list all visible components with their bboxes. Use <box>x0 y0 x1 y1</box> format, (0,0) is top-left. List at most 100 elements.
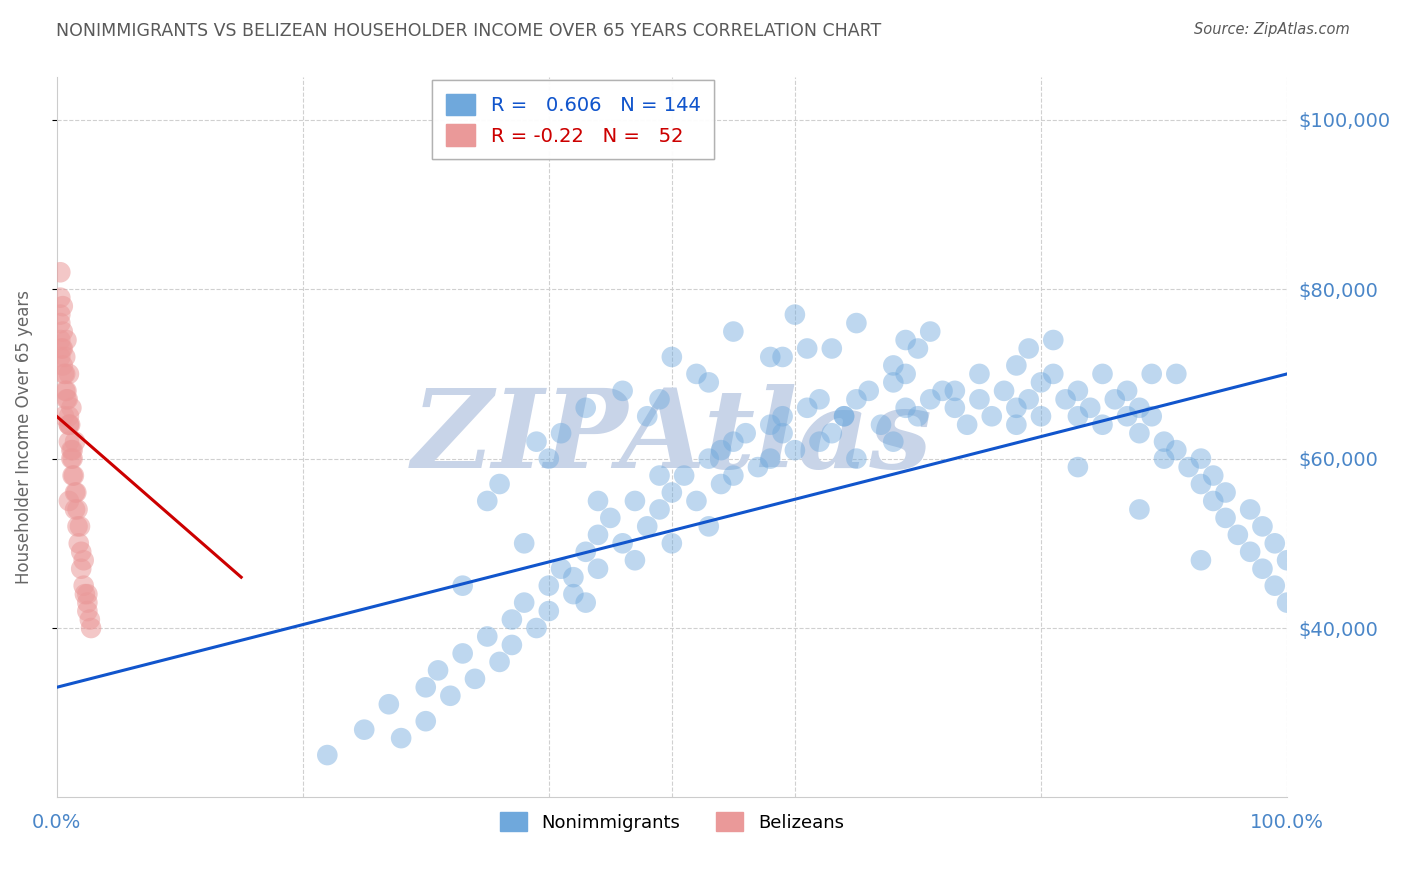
Point <box>537 604 560 618</box>
Point <box>1005 401 1028 415</box>
Point <box>477 630 499 644</box>
Point <box>1128 426 1150 441</box>
Point <box>1166 443 1188 458</box>
Point <box>1251 519 1274 533</box>
Point <box>55 333 77 347</box>
Point <box>1215 485 1237 500</box>
Point <box>513 536 536 550</box>
Point <box>759 451 782 466</box>
Point <box>723 325 745 339</box>
Point <box>1128 401 1150 415</box>
Point <box>734 426 756 441</box>
Point <box>59 417 82 432</box>
Point <box>66 502 89 516</box>
Point <box>537 579 560 593</box>
Point <box>759 350 782 364</box>
Point <box>575 401 598 415</box>
Point <box>575 545 598 559</box>
Point <box>648 468 671 483</box>
Point <box>65 485 87 500</box>
Point <box>894 333 917 347</box>
Point <box>55 392 77 407</box>
Point <box>1067 409 1090 424</box>
Point <box>70 562 93 576</box>
Point <box>772 409 794 424</box>
Point <box>1189 477 1212 491</box>
Point <box>537 451 560 466</box>
Text: Source: ZipAtlas.com: Source: ZipAtlas.com <box>1194 22 1350 37</box>
Point <box>648 392 671 407</box>
Point <box>894 401 917 415</box>
Point <box>723 434 745 449</box>
Point <box>1029 409 1052 424</box>
Point <box>353 723 375 737</box>
Point <box>562 570 585 584</box>
Point <box>63 434 86 449</box>
Point <box>796 401 818 415</box>
Point <box>1140 367 1163 381</box>
Point <box>58 494 80 508</box>
Point <box>586 562 609 576</box>
Point <box>58 417 80 432</box>
Point <box>661 350 683 364</box>
Point <box>845 392 868 407</box>
Point <box>1018 392 1040 407</box>
Point <box>49 308 72 322</box>
Point <box>1091 417 1114 432</box>
Point <box>1264 536 1286 550</box>
Point <box>612 384 634 398</box>
Point <box>1275 596 1298 610</box>
Point <box>58 434 80 449</box>
Point <box>316 747 339 762</box>
Point <box>52 342 75 356</box>
Point <box>550 426 572 441</box>
Point <box>1042 367 1064 381</box>
Point <box>1251 562 1274 576</box>
Point <box>63 485 86 500</box>
Point <box>58 409 80 424</box>
Point <box>488 477 510 491</box>
Point <box>56 392 79 407</box>
Point <box>1177 460 1199 475</box>
Point <box>1104 392 1126 407</box>
Point <box>53 384 76 398</box>
Point <box>73 579 96 593</box>
Point <box>427 664 450 678</box>
Point <box>673 468 696 483</box>
Point <box>53 367 76 381</box>
Point <box>1067 384 1090 398</box>
Point <box>73 553 96 567</box>
Point <box>80 621 103 635</box>
Point <box>648 502 671 516</box>
Point <box>980 409 1002 424</box>
Point <box>759 417 782 432</box>
Point <box>931 384 953 398</box>
Point <box>1116 409 1139 424</box>
Point <box>697 451 720 466</box>
Point <box>562 587 585 601</box>
Point <box>783 308 806 322</box>
Point <box>870 417 893 432</box>
Point <box>526 434 548 449</box>
Point <box>821 342 844 356</box>
Point <box>63 468 86 483</box>
Point <box>79 613 101 627</box>
Point <box>772 426 794 441</box>
Point <box>51 342 73 356</box>
Point <box>389 731 412 746</box>
Point <box>49 333 72 347</box>
Point <box>907 409 929 424</box>
Point <box>76 587 98 601</box>
Point <box>1018 342 1040 356</box>
Point <box>661 536 683 550</box>
Point <box>1215 511 1237 525</box>
Point <box>624 553 647 567</box>
Point <box>62 451 84 466</box>
Point <box>586 528 609 542</box>
Point <box>60 401 83 415</box>
Point <box>70 545 93 559</box>
Point <box>1128 502 1150 516</box>
Text: ZIPAtlas: ZIPAtlas <box>412 384 932 491</box>
Point <box>464 672 486 686</box>
Point <box>62 468 84 483</box>
